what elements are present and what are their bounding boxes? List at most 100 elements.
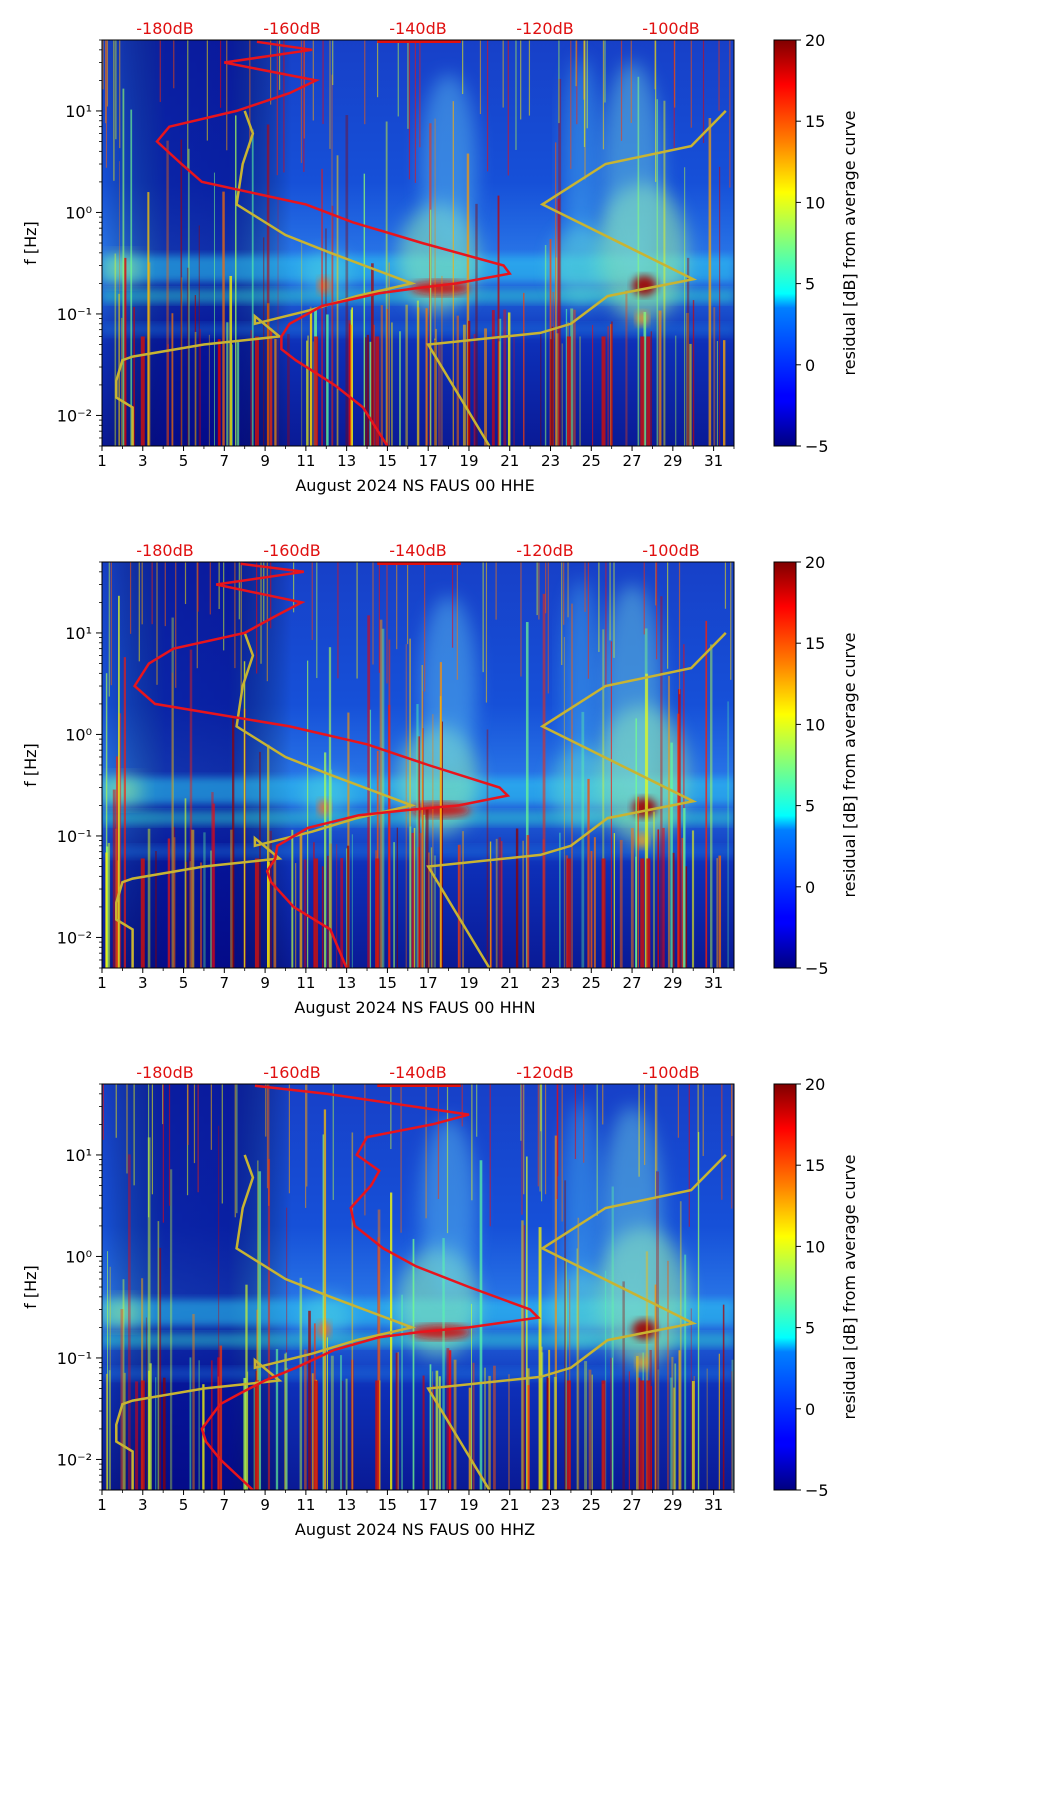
transient-streak-81 — [308, 1310, 311, 1490]
transient-streak-123 — [663, 100, 666, 446]
transient-streak-77 — [667, 675, 671, 968]
hf-line-38 — [654, 40, 656, 90]
hf-line-26 — [209, 562, 211, 615]
hf-line-22 — [265, 1084, 267, 1137]
colorbar-tick-label: 10 — [805, 715, 825, 734]
transient-streak-88 — [191, 829, 195, 968]
hf-line-52 — [630, 40, 632, 123]
transient-streak-40 — [124, 257, 127, 446]
transient-streak-46 — [155, 1377, 157, 1490]
transient-streak-106 — [345, 115, 349, 446]
hf-line-15 — [678, 562, 681, 695]
transient-streak-16 — [628, 1371, 630, 1490]
transient-streak-67 — [577, 1217, 580, 1490]
transient-streak-29 — [346, 848, 348, 968]
transient-streak-90 — [691, 1381, 695, 1490]
hf-line-55 — [476, 1084, 478, 1137]
transient-streak-102 — [116, 860, 119, 968]
transient-streak-108 — [555, 333, 559, 446]
transient-streak-7 — [613, 833, 615, 968]
y-tick-label: 10⁻¹ — [57, 1349, 92, 1368]
transient-streak-117 — [611, 1357, 613, 1490]
hf-line-8 — [495, 562, 497, 620]
transient-streak-62 — [675, 335, 677, 446]
transient-streak-90 — [718, 855, 722, 968]
transient-streak-132 — [166, 140, 169, 446]
hf-line-20 — [638, 1084, 640, 1177]
hf-line-48 — [556, 1084, 558, 1199]
y-tick-label: 10⁻² — [57, 406, 92, 425]
y-tick-label: 10⁰ — [65, 1247, 92, 1266]
x-tick-label: 13 — [337, 974, 356, 992]
transient-streak-20 — [637, 1377, 641, 1490]
transient-streak-52 — [673, 1387, 675, 1490]
transient-streak-61 — [422, 728, 424, 968]
transient-streak-27 — [405, 304, 408, 446]
hf-line-37 — [234, 1084, 236, 1218]
hf-line-22 — [690, 40, 692, 128]
transient-streak-92 — [373, 324, 375, 446]
transient-streak-60 — [610, 641, 612, 968]
transient-streak-140 — [135, 1381, 139, 1490]
transient-streak-84 — [453, 1359, 457, 1490]
transient-streak-128 — [105, 852, 108, 968]
x-tick-label: 11 — [296, 452, 315, 470]
transient-streak-48 — [301, 242, 303, 446]
transient-streak-62 — [432, 1384, 435, 1490]
transient-streak-83 — [434, 118, 436, 446]
transient-streak-17 — [412, 1238, 415, 1490]
hf-line-49 — [356, 562, 358, 679]
transient-streak-62 — [173, 826, 176, 968]
transient-streak-3 — [472, 1362, 475, 1490]
transient-streak-122 — [417, 847, 420, 968]
hf-line-6 — [587, 562, 589, 679]
hf-line-36 — [544, 1084, 547, 1195]
transient-streak-57 — [211, 1360, 213, 1490]
hf-line-32 — [486, 40, 489, 172]
hf-line-10 — [276, 40, 278, 176]
hf-line-24 — [507, 40, 509, 176]
transient-streak-24 — [718, 1353, 720, 1490]
hf-line-47 — [102, 1084, 105, 1140]
transient-streak-78 — [722, 340, 726, 446]
transient-streak-6 — [602, 629, 605, 968]
transient-streak-31 — [438, 344, 441, 446]
storm-plume-7 — [602, 1106, 663, 1327]
hf-line-31 — [197, 562, 199, 612]
x-tick-label: 19 — [459, 974, 478, 992]
noise-model-high-curve — [426, 1154, 727, 1490]
transient-streak-49 — [321, 866, 324, 968]
event-column-3 — [314, 858, 319, 968]
transient-streak-6 — [390, 1192, 393, 1490]
x-tick-label: 9 — [260, 1496, 270, 1514]
transient-streak-30 — [705, 620, 708, 968]
transient-streak-133 — [473, 334, 476, 446]
x-tick-label: 11 — [296, 974, 315, 992]
colorbar-tick-label: 0 — [805, 1400, 815, 1419]
transient-streak-130 — [219, 1345, 223, 1490]
colorbar-tick-label: −5 — [805, 959, 829, 978]
hf-line-1 — [138, 562, 140, 662]
storm-plume-5 — [102, 1298, 143, 1327]
hf-line-40 — [332, 1084, 334, 1200]
hf-line-41 — [407, 40, 409, 129]
transient-streak-139 — [561, 343, 563, 446]
colorbar-tick-label: 20 — [805, 553, 825, 572]
transient-streak-92 — [553, 1376, 557, 1490]
transient-streak-67 — [155, 851, 157, 968]
transient-streak-43 — [345, 1378, 348, 1490]
transient-streak-103 — [643, 311, 647, 446]
transient-streak-52 — [507, 312, 511, 446]
transient-streak-128 — [438, 1376, 441, 1490]
hf-line-12 — [471, 1084, 473, 1201]
event-column-5 — [566, 336, 571, 446]
x-tick-label: 31 — [704, 974, 723, 992]
top-saturation-bar — [377, 1084, 461, 1087]
y-tick-label: 10⁻¹ — [57, 827, 92, 846]
average-psd-curve — [200, 1084, 541, 1490]
transient-streak-71 — [377, 1237, 380, 1490]
hf-line-55 — [311, 562, 313, 641]
y-axis-label: f [Hz] — [21, 1265, 40, 1309]
hf-line-44 — [583, 40, 586, 148]
transient-streak-126 — [650, 331, 652, 446]
